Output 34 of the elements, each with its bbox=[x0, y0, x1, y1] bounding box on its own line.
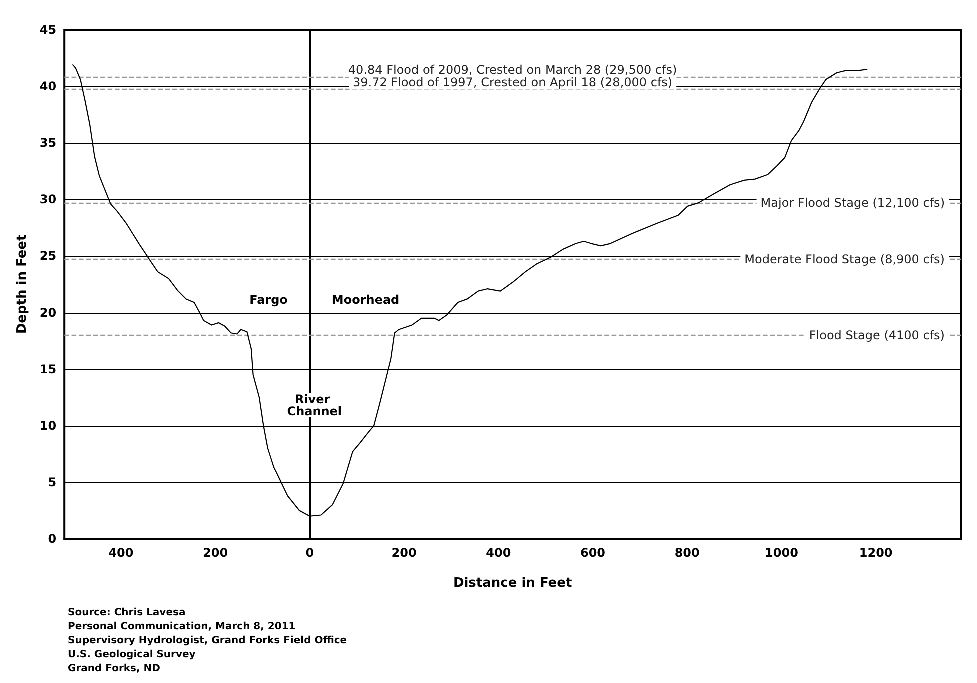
annotation: Moorhead bbox=[332, 292, 400, 307]
x-tick-label: 1000 bbox=[765, 546, 798, 560]
y-tick-label: 20 bbox=[40, 306, 57, 320]
x-tick-label: 200 bbox=[392, 546, 417, 560]
ref-line-label: Moderate Flood Stage (8,900 cfs) bbox=[744, 252, 945, 267]
ref-line-label: Flood Stage (4100 cfs) bbox=[809, 328, 945, 342]
y-axis-title: Depth in Feet bbox=[15, 234, 30, 334]
y-tick-label: 5 bbox=[48, 475, 57, 490]
y-tick-label: 0 bbox=[48, 532, 57, 546]
x-tick-label: 0 bbox=[306, 546, 314, 560]
annotation: River Channel bbox=[287, 392, 342, 419]
y-tick-label: 15 bbox=[40, 362, 57, 376]
x-tick-label: 200 bbox=[203, 546, 228, 560]
x-tick-label: 600 bbox=[580, 546, 606, 560]
x-tick-label: 1200 bbox=[859, 546, 893, 560]
ref-line-label: 39.72 Flood of 1997, Crested on April 18 (28,000 cfs) bbox=[352, 76, 673, 90]
y-tick-label: 30 bbox=[40, 192, 57, 207]
y-tick-label: 10 bbox=[40, 418, 57, 433]
y-tick-label: 40 bbox=[40, 80, 57, 94]
source-note: Source: Chris Lavesa bbox=[68, 608, 186, 618]
y-tick-label: 25 bbox=[40, 249, 57, 264]
text: U.S. Geological Survey bbox=[68, 650, 196, 660]
text: Supervisory Hydrologist, Grand Forks Field Office bbox=[68, 636, 348, 646]
y-tick-label: 35 bbox=[40, 136, 57, 150]
annotation: Fargo bbox=[250, 292, 288, 307]
text: Grand Forks, ND bbox=[68, 664, 160, 674]
x-tick-label: 400 bbox=[108, 546, 134, 560]
x-tick-label: 400 bbox=[486, 546, 512, 560]
text: Personal Communication, March 8, 2011 bbox=[68, 622, 296, 632]
x-axis-title: Distance in Feet bbox=[453, 576, 572, 591]
y-tick-label: 45 bbox=[40, 23, 57, 37]
ref-line-label: Major Flood Stage (12,100 cfs) bbox=[760, 196, 945, 210]
x-tick-label: 800 bbox=[674, 546, 700, 560]
ref-line-label: 40.84 Flood of 2009, Crested on March 28 (29,500 cfs) bbox=[348, 63, 678, 78]
